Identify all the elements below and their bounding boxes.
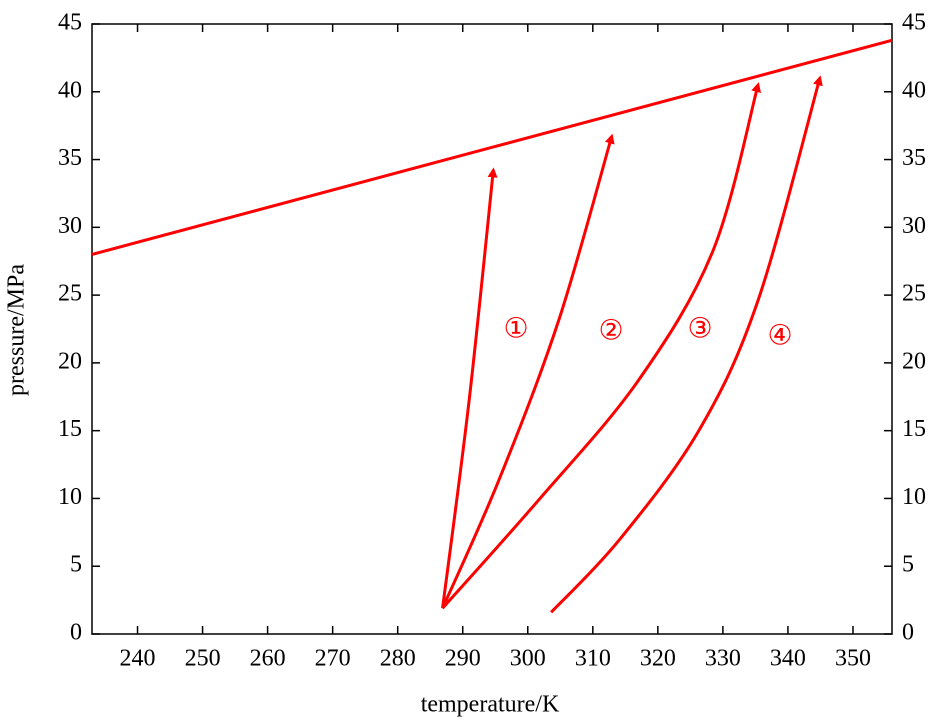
y-tick-label: 40	[58, 77, 82, 103]
curve-label: ③	[687, 313, 712, 344]
y-tick-label: 20	[58, 348, 82, 374]
y-tick-label: 10	[902, 484, 926, 510]
y-tick-label: 30	[902, 213, 926, 239]
curve	[441, 167, 498, 609]
y-axis-label: pressure/MPa	[4, 264, 30, 396]
y-tick-label: 30	[58, 213, 82, 239]
x-tick-label: 320	[640, 646, 676, 672]
y-tick-label: 20	[902, 348, 926, 374]
x-tick-label: 250	[185, 646, 221, 672]
x-axis-label: temperature/K	[421, 692, 560, 718]
y-tick-label: 0	[70, 620, 82, 646]
x-tick-label: 340	[770, 646, 806, 672]
plot-frame	[91, 23, 893, 635]
x-tick-label: 310	[575, 646, 611, 672]
y-tick-label: 45	[902, 10, 926, 36]
curve-label: ④	[767, 320, 792, 351]
y-tick-label: 35	[58, 145, 82, 171]
curve	[91, 38, 893, 256]
curve	[441, 82, 762, 610]
x-tick-label: 350	[835, 646, 871, 672]
y-tick-label: 40	[902, 77, 926, 103]
x-tick-label: 270	[315, 646, 351, 672]
y-tick-label: 15	[58, 416, 82, 442]
curve	[550, 75, 823, 614]
y-tick-label: 35	[902, 145, 926, 171]
x-tick-label: 300	[510, 646, 546, 672]
y-tick-label: 5	[902, 552, 914, 578]
y-tick-label: 25	[902, 281, 926, 307]
curve	[441, 133, 615, 609]
y-tick-label: 10	[58, 484, 82, 510]
x-tick-label: 260	[250, 646, 286, 672]
x-tick-label: 330	[705, 646, 741, 672]
y-tick-label: 5	[70, 552, 82, 578]
x-tick-label: 240	[120, 646, 156, 672]
y-tick-label: 45	[58, 10, 82, 36]
curve-label: ①	[503, 313, 528, 344]
x-tick-label: 280	[380, 646, 416, 672]
y-tick-label: 25	[58, 281, 82, 307]
y-tick-label: 0	[902, 620, 914, 646]
x-tick-label: 290	[445, 646, 481, 672]
y-tick-label: 15	[902, 416, 926, 442]
curve-label: ②	[598, 315, 623, 346]
